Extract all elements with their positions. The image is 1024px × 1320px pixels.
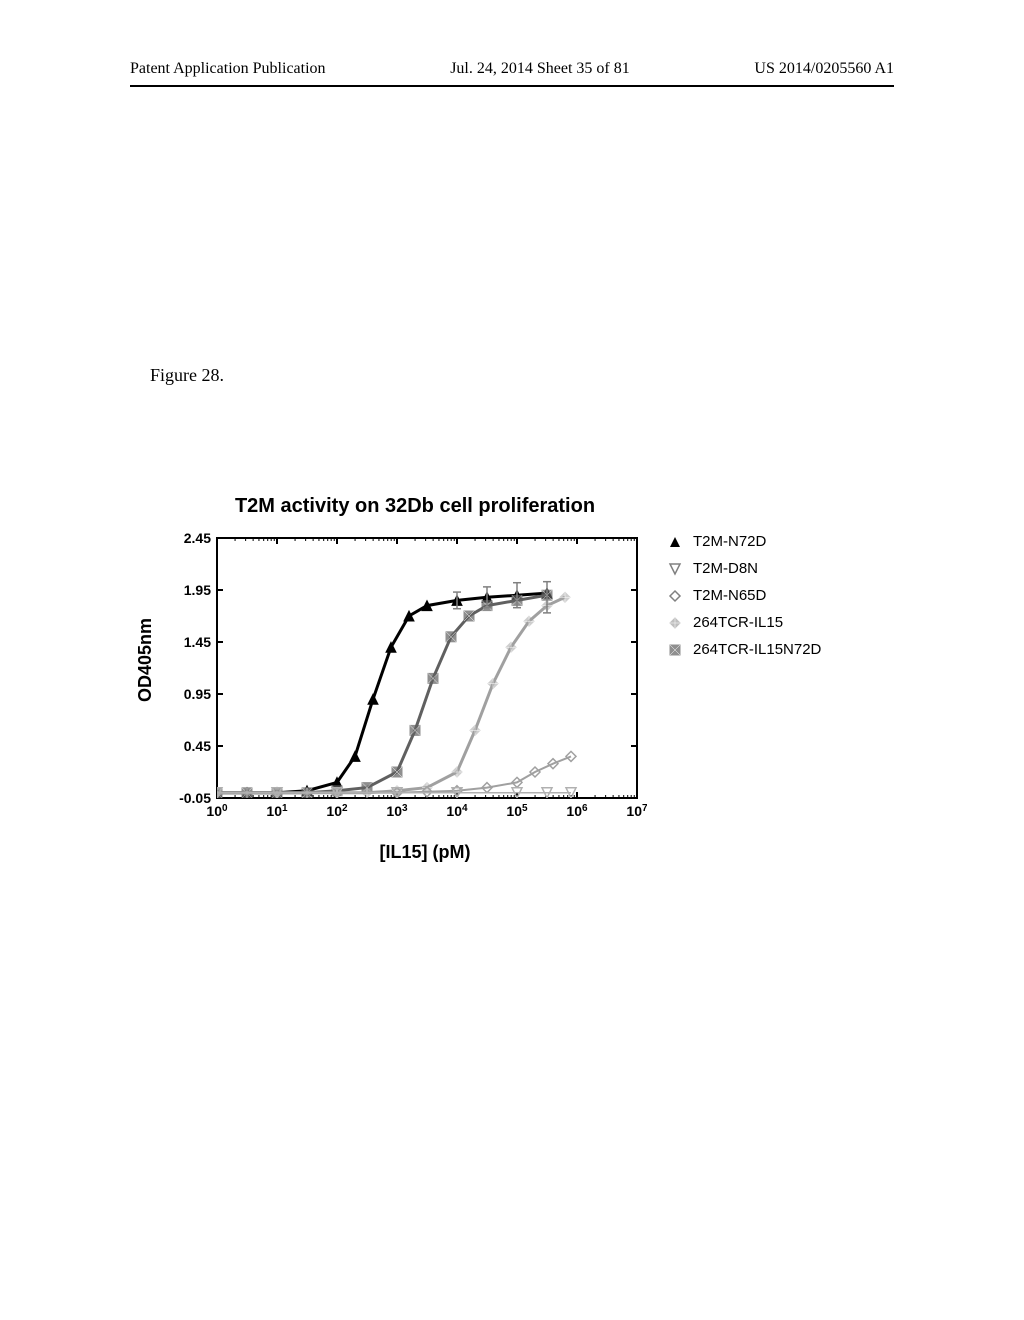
- svg-text:2.45: 2.45: [184, 530, 211, 546]
- svg-text:1.95: 1.95: [184, 582, 211, 598]
- header-rule: [130, 85, 894, 87]
- legend-item: T2M-N72D: [667, 533, 821, 550]
- svg-text:104: 104: [446, 803, 468, 820]
- svg-text:105: 105: [506, 803, 528, 820]
- header-right: US 2014/0205560 A1: [754, 60, 894, 78]
- legend-item: T2M-D8N: [667, 560, 821, 577]
- legend-item: T2M-N65D: [667, 587, 821, 604]
- legend-item: 264TCR-IL15N72D: [667, 641, 821, 658]
- header-left: Patent Application Publication: [130, 60, 326, 78]
- legend-label: 264TCR-IL15: [693, 614, 783, 631]
- legend-label: T2M-D8N: [693, 560, 758, 577]
- svg-text:-0.05: -0.05: [179, 790, 211, 806]
- legend-item: 264TCR-IL15: [667, 614, 821, 631]
- svg-text:1.45: 1.45: [184, 634, 211, 650]
- plot-and-axes: 100101102103104105106107-0.050.450.951.4…: [162, 528, 647, 838]
- svg-text:107: 107: [626, 803, 647, 820]
- legend-label: T2M-N65D: [693, 587, 766, 604]
- plot-wrapper: OD405nm 100101102103104105106107-0.050.4…: [135, 528, 895, 838]
- page-header: Patent Application Publication Jul. 24, …: [0, 60, 1024, 78]
- legend-label: 264TCR-IL15N72D: [693, 641, 821, 658]
- svg-text:103: 103: [386, 803, 408, 820]
- y-axis-label: OD405nm: [135, 618, 156, 702]
- legend: T2M-N72D T2M-D8N T2M-N65D 264TCR-IL15 264TCR…: [667, 533, 821, 668]
- svg-text:102: 102: [326, 803, 348, 820]
- svg-text:0.45: 0.45: [184, 738, 211, 754]
- chart-container: T2M activity on 32Db cell proliferation …: [135, 495, 895, 855]
- figure-number-label: Figure 28.: [150, 365, 224, 386]
- header-center: Jul. 24, 2014 Sheet 35 of 81: [450, 60, 630, 78]
- svg-text:101: 101: [266, 803, 288, 820]
- legend-label: T2M-N72D: [693, 533, 766, 550]
- x-axis-label: [IL15] (pM): [215, 842, 635, 863]
- svg-text:0.95: 0.95: [184, 686, 211, 702]
- svg-text:106: 106: [566, 803, 588, 820]
- plot-svg: 100101102103104105106107-0.050.450.951.4…: [162, 528, 647, 833]
- chart-title: T2M activity on 32Db cell proliferation: [135, 495, 645, 518]
